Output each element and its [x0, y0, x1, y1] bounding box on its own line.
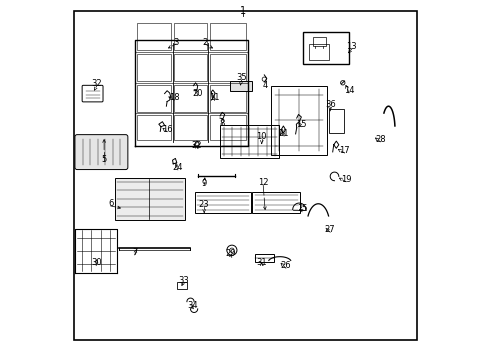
Text: 12: 12 — [258, 179, 268, 188]
Text: 18: 18 — [169, 94, 179, 103]
Text: 33: 33 — [178, 276, 188, 284]
Text: 15: 15 — [296, 120, 306, 129]
Bar — [136, 85, 170, 112]
Text: 21: 21 — [278, 130, 289, 139]
Text: 4: 4 — [262, 81, 267, 90]
Bar — [210, 85, 246, 112]
Text: 19: 19 — [340, 175, 350, 184]
Text: 3: 3 — [173, 38, 179, 47]
Text: 30: 30 — [91, 258, 102, 267]
Text: 34: 34 — [186, 301, 197, 310]
Text: 10: 10 — [256, 132, 266, 141]
Text: 16: 16 — [162, 125, 172, 134]
Text: 23: 23 — [199, 200, 209, 209]
Bar — [174, 23, 206, 50]
Bar — [302, 32, 348, 64]
Text: 22: 22 — [191, 141, 202, 150]
Text: 11: 11 — [208, 94, 219, 103]
Bar — [210, 54, 246, 81]
Bar — [220, 125, 278, 158]
Text: 5: 5 — [102, 155, 106, 163]
Text: 27: 27 — [324, 225, 335, 234]
Text: 28: 28 — [374, 135, 385, 144]
Text: 9: 9 — [201, 179, 206, 188]
Bar — [255, 254, 273, 262]
Text: 35: 35 — [236, 73, 246, 82]
Bar — [174, 54, 206, 81]
Bar — [309, 44, 328, 60]
Bar — [136, 54, 170, 81]
Bar — [177, 282, 186, 289]
Text: 31: 31 — [256, 258, 266, 266]
Bar — [328, 109, 343, 133]
Bar — [271, 86, 326, 155]
Text: 1: 1 — [239, 6, 245, 16]
Text: 24: 24 — [172, 163, 183, 172]
Bar — [230, 81, 252, 91]
Text: 13: 13 — [346, 42, 356, 51]
Text: 20: 20 — [192, 89, 203, 98]
Text: 32: 32 — [91, 79, 102, 88]
Bar — [210, 23, 246, 50]
Text: 17: 17 — [339, 146, 349, 155]
Text: 7: 7 — [132, 248, 137, 257]
Bar — [136, 23, 170, 50]
Text: 6: 6 — [108, 199, 113, 208]
Text: 26: 26 — [280, 261, 291, 270]
Text: 36: 36 — [324, 100, 335, 109]
Bar — [174, 115, 206, 140]
Bar — [312, 37, 325, 46]
Bar — [174, 85, 206, 112]
Text: 29: 29 — [225, 249, 236, 258]
FancyBboxPatch shape — [75, 135, 127, 170]
Text: 8: 8 — [219, 119, 224, 128]
Bar — [194, 192, 250, 213]
Text: 14: 14 — [343, 86, 353, 95]
Text: 2: 2 — [202, 38, 207, 47]
Bar — [115, 178, 185, 220]
Bar — [210, 115, 246, 140]
Text: 25: 25 — [297, 204, 307, 212]
Bar — [252, 192, 299, 213]
Bar — [136, 115, 170, 140]
